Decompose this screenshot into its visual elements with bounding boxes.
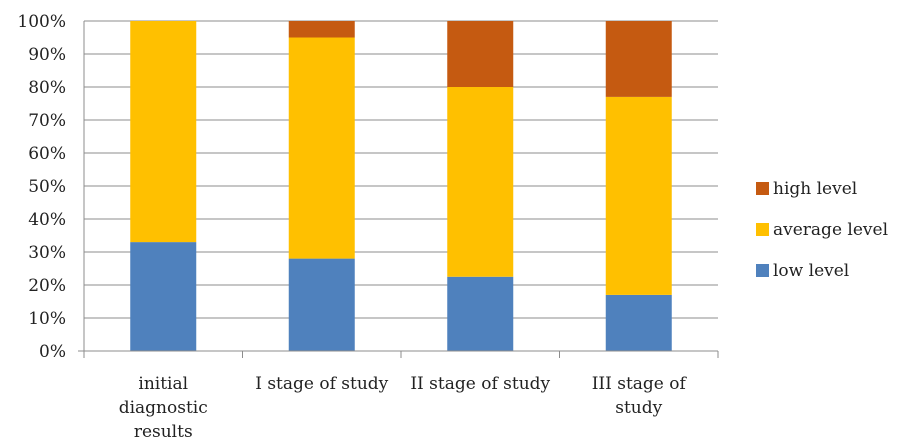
legend-swatch [756,182,769,195]
bar-segment-high-level [447,21,514,87]
bar-segment-average-level [288,37,355,259]
legend: high level average level low level [756,179,888,281]
legend-swatch [756,264,769,277]
x-axis: initial diagnostic results I stage of study… [78,350,719,442]
x-category-label: results [134,422,193,442]
bar-segment-average-level [130,21,197,243]
legend-label: average level [773,220,888,240]
y-tick-label: 40% [28,210,66,230]
legend-label: high level [773,179,857,199]
legend-label: low level [773,261,849,281]
bar-segment-low-level [130,242,197,351]
y-tick-label: 0% [39,342,66,362]
bar-segment-low-level [605,294,672,351]
y-tick-label: 70% [28,111,66,131]
y-tick-label: 10% [28,309,66,329]
x-category-label: diagnostic [119,398,208,418]
y-tick-label: 90% [28,45,66,65]
x-category-label: initial [138,374,188,394]
bars [130,21,672,351]
y-axis: 0% 10% 20% 30% 40% 50% 60% 70% 80% 90% 100% [17,12,85,362]
bar-segment-average-level [605,96,672,295]
bar-segment-low-level [288,258,355,351]
bar-segment-high-level [288,21,355,38]
y-tick-label: 50% [28,177,66,197]
x-category-label: II stage of study [410,374,550,394]
x-category-label: III stage of [592,374,688,394]
bar-segment-high-level [605,21,672,97]
x-category-label: study [615,398,662,418]
legend-swatch [756,223,769,236]
y-tick-label: 60% [28,144,66,164]
bar-segment-average-level [447,87,514,277]
y-tick-label: 20% [28,276,66,296]
y-tick-label: 100% [17,12,66,32]
y-tick-label: 30% [28,243,66,263]
bar-segment-low-level [447,276,514,351]
x-category-label: I stage of study [255,374,388,394]
y-tick-label: 80% [28,78,66,98]
